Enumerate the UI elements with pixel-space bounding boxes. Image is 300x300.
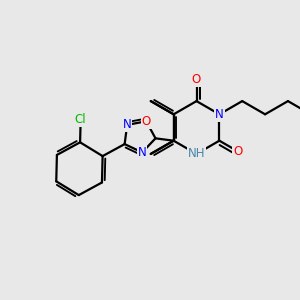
- Text: O: O: [192, 73, 201, 86]
- Text: Cl: Cl: [75, 113, 86, 126]
- Text: N: N: [138, 146, 146, 159]
- Text: NH: NH: [188, 147, 205, 161]
- Text: O: O: [233, 145, 243, 158]
- Text: O: O: [142, 115, 151, 128]
- Text: N: N: [215, 108, 224, 121]
- Text: N: N: [123, 118, 131, 131]
